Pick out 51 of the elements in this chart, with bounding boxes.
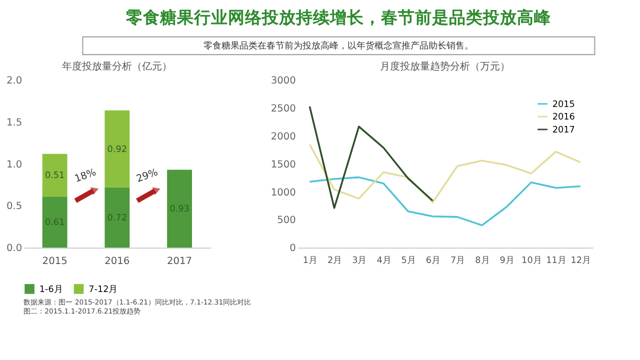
legend-label: 2016 [552, 112, 576, 123]
y-tick-label: 0 [290, 243, 296, 254]
chart-title: 年度投放量分析（亿元） [62, 60, 172, 72]
y-tick-label: 1500 [270, 159, 296, 170]
legend-label: 2017 [552, 125, 575, 136]
bar [104, 187, 130, 248]
y-tick-label: 1000 [270, 187, 296, 198]
annotation: 29% [135, 167, 160, 185]
line-series [308, 144, 582, 204]
y-tick-label: 2.0 [6, 76, 22, 87]
y-tick-label: 0.5 [6, 201, 22, 212]
data-label: 0.61 [44, 218, 65, 228]
legend-label: 2015 [552, 100, 575, 110]
x-tick-label: 4月 [376, 256, 392, 266]
bar [167, 170, 192, 248]
y-tick-label: 0.0 [6, 243, 22, 254]
y-tick-label: 3000 [270, 76, 296, 87]
line-series [308, 106, 434, 209]
data-label: 0.72 [107, 213, 128, 224]
x-tick-label: 7月 [450, 256, 466, 266]
y-tick-label: 1.5 [6, 118, 22, 129]
data-label: 0.92 [107, 144, 128, 155]
y-tick-label: 500 [277, 215, 296, 226]
x-tick-label: 2月 [327, 256, 342, 266]
legend-label: 1-6月 [39, 284, 63, 295]
bar [104, 110, 130, 188]
x-tick-label: 2016 [104, 256, 130, 267]
line-series [308, 176, 582, 226]
x-tick-label: 11月 [546, 256, 566, 266]
bar [42, 196, 68, 248]
text: 零食糖果行业网络投放持续增长，春节前是品类投放高峰 [125, 7, 552, 28]
text: 零食糖果品类在春节前为投放高峰，以年货概念宣推产品助长销售。 [204, 40, 474, 52]
x-tick-label: 10月 [522, 256, 542, 266]
x-tick-label: 2015 [42, 256, 68, 267]
x-tick-label: 1月 [302, 256, 318, 266]
bar [42, 154, 68, 197]
annotation: 18% [73, 167, 98, 185]
x-tick-label: 9月 [500, 256, 514, 266]
chart-title: 月度投放量趋势分析（万元） [380, 60, 510, 72]
x-tick-label: 3月 [352, 256, 367, 266]
y-tick-label: 2000 [270, 131, 296, 142]
data-label: 0.93 [170, 204, 190, 215]
y-tick-label: 2500 [270, 104, 296, 115]
legend-label: 7-12月 [88, 284, 118, 295]
x-tick-label: 8月 [475, 256, 490, 266]
x-tick-label: 2017 [167, 256, 192, 267]
data-label: 0.51 [44, 171, 65, 182]
y-tick-label: 1.0 [6, 159, 22, 170]
x-tick-label: 6月 [426, 256, 441, 266]
x-tick-label: 12月 [570, 256, 592, 266]
x-tick-label: 5月 [401, 256, 416, 266]
